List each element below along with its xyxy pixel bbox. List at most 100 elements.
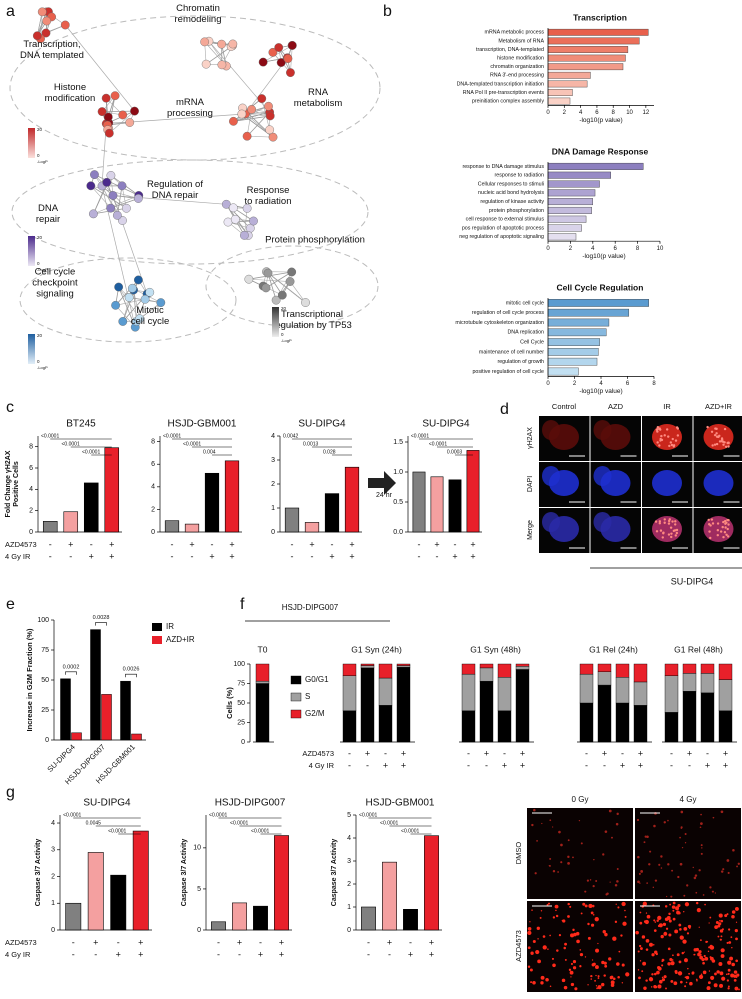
cell-signal bbox=[651, 973, 654, 976]
treatment-sign: - bbox=[217, 937, 220, 947]
cell-signal bbox=[707, 981, 711, 985]
network-node bbox=[237, 109, 247, 119]
cell-signal bbox=[540, 910, 543, 912]
cell-signal bbox=[609, 975, 614, 980]
cell-signal bbox=[735, 959, 739, 963]
cell-signal bbox=[548, 902, 551, 905]
bar-segment bbox=[461, 673, 476, 712]
p-value: <0.0001 bbox=[163, 433, 181, 439]
cell-signal bbox=[579, 952, 584, 957]
foci bbox=[727, 518, 730, 522]
cell-signal bbox=[590, 923, 595, 927]
cell-signal bbox=[694, 874, 698, 877]
treatment-sign: + bbox=[387, 937, 392, 947]
foci bbox=[658, 444, 661, 447]
treatment-sign: - bbox=[621, 748, 624, 758]
cell-signal bbox=[693, 876, 697, 880]
bar-segment bbox=[515, 663, 530, 667]
cell-signal bbox=[637, 855, 640, 859]
bar bbox=[104, 447, 120, 533]
cell-signal bbox=[719, 971, 724, 976]
network-node bbox=[283, 54, 293, 64]
cell-signal bbox=[592, 884, 595, 888]
cell-signal bbox=[680, 827, 682, 830]
treatment-sign: - bbox=[436, 551, 439, 561]
cell-signal bbox=[560, 861, 563, 864]
bar bbox=[448, 479, 462, 533]
cell-signal bbox=[530, 951, 534, 955]
p-value: 0.0045 bbox=[86, 820, 102, 826]
bar-segment bbox=[497, 677, 512, 712]
foci bbox=[668, 444, 671, 448]
bar-segment bbox=[700, 663, 715, 674]
cell-signal bbox=[674, 929, 679, 934]
cell-signal bbox=[616, 962, 620, 966]
cell-signal bbox=[731, 962, 735, 967]
treatment-sign: + bbox=[189, 539, 194, 549]
network-node bbox=[249, 216, 258, 226]
foci bbox=[671, 437, 674, 441]
cell-signal bbox=[646, 914, 651, 919]
network-node bbox=[89, 209, 98, 219]
cell-signal bbox=[678, 960, 682, 964]
treatment-sign: + bbox=[470, 551, 475, 561]
y-tick-label: 0.0 bbox=[393, 529, 403, 536]
treatment-sign: - bbox=[409, 937, 412, 947]
cell-signal bbox=[648, 942, 653, 947]
x-tick-label: 6 bbox=[595, 110, 599, 116]
network-node bbox=[111, 300, 120, 310]
nucleus bbox=[593, 420, 612, 440]
bar-segment bbox=[396, 663, 411, 666]
x-tick-label: 10 bbox=[626, 110, 633, 116]
chart-title: HSJD-GBM001 bbox=[366, 798, 435, 809]
treatment-sign: + bbox=[138, 937, 143, 947]
cell-signal bbox=[704, 956, 709, 961]
foci bbox=[659, 529, 663, 532]
panel-label: d bbox=[500, 401, 509, 418]
cell-signal bbox=[672, 917, 676, 921]
network-label: RNA bbox=[308, 87, 329, 98]
treatment-sign: - bbox=[706, 748, 709, 758]
scale-label: 0 bbox=[37, 359, 40, 364]
cell-signal bbox=[710, 956, 714, 961]
foci bbox=[656, 430, 659, 433]
network-node bbox=[101, 93, 111, 103]
cell-signal bbox=[683, 958, 688, 963]
treatment-sign: + bbox=[429, 937, 434, 947]
x-tick-label: 4 bbox=[599, 381, 603, 387]
cell-signal bbox=[620, 934, 623, 937]
treatment-sign: + bbox=[237, 937, 242, 947]
cell-signal bbox=[724, 914, 728, 918]
foci bbox=[721, 525, 724, 529]
cell-signal bbox=[575, 931, 580, 936]
y-tick-label: 3 bbox=[271, 457, 275, 464]
p-value: <0.0001 bbox=[401, 828, 419, 834]
row-label: DMSO bbox=[514, 842, 523, 865]
foci bbox=[670, 443, 674, 447]
cell-signal bbox=[700, 813, 702, 816]
cell-signal bbox=[726, 941, 729, 944]
cell-signal bbox=[714, 892, 717, 894]
foci bbox=[658, 522, 662, 525]
network-node bbox=[277, 290, 287, 300]
row-label: DAPI bbox=[527, 476, 534, 492]
category-label: Cellular responses to stimuli bbox=[478, 181, 544, 187]
cell-signal bbox=[681, 846, 684, 849]
cell-signal bbox=[539, 916, 542, 919]
cell-signal bbox=[734, 929, 738, 933]
cell-signal bbox=[605, 893, 608, 896]
treatment-sign: + bbox=[89, 551, 94, 561]
panel-title: G1 Syn (24h) bbox=[351, 644, 402, 654]
treatment-sign: - bbox=[291, 551, 294, 561]
legend-swatch bbox=[290, 692, 302, 702]
scale-label: 20 bbox=[37, 235, 43, 240]
bar-segment bbox=[597, 663, 612, 672]
bar-segment bbox=[615, 677, 630, 704]
category-label: DNA replication bbox=[507, 330, 544, 336]
network-node bbox=[145, 287, 155, 297]
bar-segment bbox=[360, 665, 375, 669]
y-tick-label: 2 bbox=[347, 881, 351, 888]
treatment-sign: - bbox=[670, 760, 673, 770]
